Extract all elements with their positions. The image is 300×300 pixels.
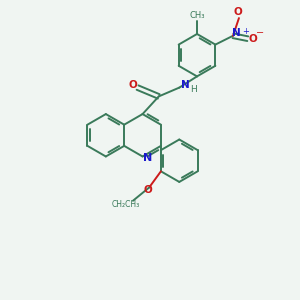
Text: O: O: [129, 80, 137, 90]
Text: +: +: [242, 27, 249, 36]
Text: O: O: [143, 185, 152, 195]
Text: H: H: [190, 85, 197, 94]
Text: N: N: [182, 80, 190, 90]
Text: O: O: [233, 7, 242, 16]
Text: CH₃: CH₃: [189, 11, 205, 20]
Text: N: N: [232, 28, 241, 38]
Text: N: N: [143, 153, 152, 163]
Text: O: O: [249, 34, 257, 44]
Text: CH₂CH₃: CH₂CH₃: [112, 200, 140, 209]
Text: −: −: [256, 28, 264, 38]
